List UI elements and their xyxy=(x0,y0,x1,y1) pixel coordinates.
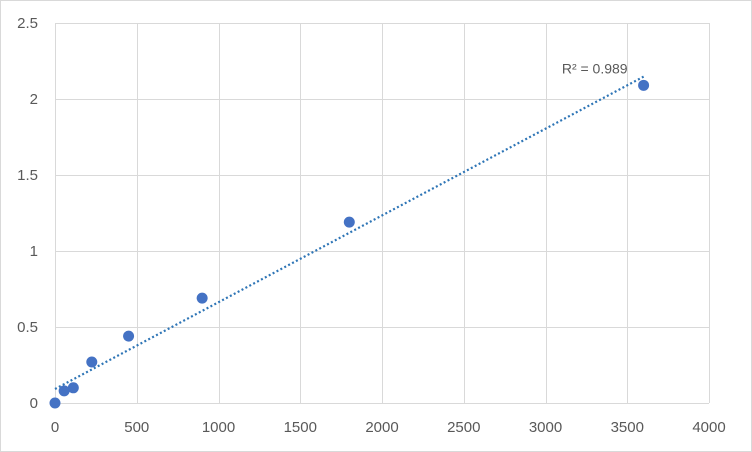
x-tick-label: 2500 xyxy=(447,419,480,436)
data-point xyxy=(638,79,650,91)
x-tick-label: 3000 xyxy=(529,419,562,436)
y-tick-label: 0 xyxy=(30,395,38,412)
x-tick-label: 2000 xyxy=(365,419,398,436)
x-tick-label: 4000 xyxy=(692,419,725,436)
y-tick-label: 1.5 xyxy=(17,167,38,184)
x-tick-label: 1000 xyxy=(202,419,235,436)
gridlines xyxy=(55,23,710,403)
data-point xyxy=(123,330,135,342)
y-axis-tick-labels: 0 0.5 1 1.5 2 2.5 xyxy=(17,15,38,412)
data-point xyxy=(49,397,61,409)
y-tick-label: 1 xyxy=(30,243,38,260)
data-point xyxy=(343,216,355,228)
x-tick-label: 3500 xyxy=(611,419,644,436)
x-axis-tick-labels: 0 500 1000 1500 2000 2500 3000 3500 4000 xyxy=(51,419,726,436)
linear-trendline xyxy=(54,75,645,390)
data-point xyxy=(196,292,208,304)
data-point xyxy=(58,385,70,397)
trendline-group xyxy=(54,75,645,390)
data-point xyxy=(86,356,98,368)
x-tick-label: 1500 xyxy=(284,419,317,436)
y-tick-label: 0.5 xyxy=(17,319,38,336)
y-tick-label: 2 xyxy=(30,91,38,108)
data-points xyxy=(49,79,650,409)
y-tick-label: 2.5 xyxy=(17,15,38,32)
x-tick-label: 0 xyxy=(51,419,59,436)
data-point xyxy=(67,382,79,394)
x-tick-label: 500 xyxy=(124,419,149,436)
r-squared-annotation: R² = 0.989 xyxy=(562,61,628,77)
axes xyxy=(55,23,709,404)
